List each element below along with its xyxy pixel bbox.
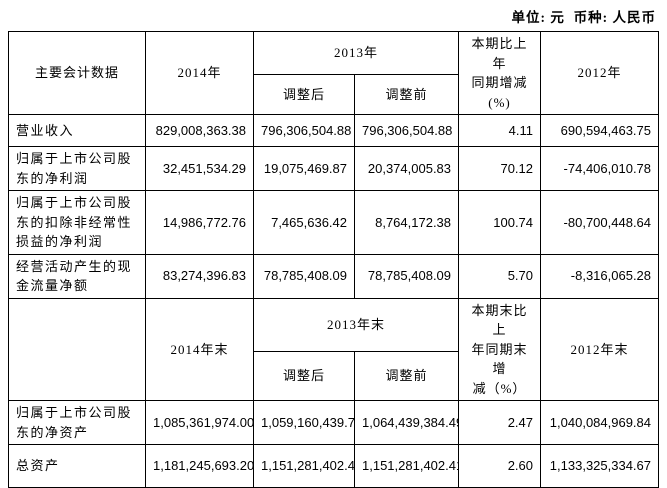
cell-2013-after: 1,151,281,402.41: [253, 444, 355, 488]
key-accounting-data-table: 主要会计数据 2014年 2013年 本期比上年 同期增减 (%) 2012年 …: [8, 31, 660, 488]
cell-2012: -8,316,065.28: [540, 253, 660, 299]
header-empty: [8, 297, 146, 401]
row-label: 经营活动产生的现金流量净额: [8, 253, 146, 299]
table-row-total-assets: 总资产 1,181,245,693.20 1,151,281,402.41 1,…: [8, 444, 660, 488]
cell-2014: 14,986,772.76: [145, 190, 254, 255]
header-end-change-percent: 本期末比上 年同期末增 减（%）: [458, 297, 542, 401]
table-row-net-assets: 归属于上市公司股东的净资产 1,085,361,974.00 1,059,160…: [8, 400, 660, 445]
cell-2013-before: 78,785,408.09: [353, 253, 460, 299]
table-row-net-profit-excl-nonrecurring: 归属于上市公司股东的扣除非经常性损益的净利润 14,986,772.76 7,4…: [8, 190, 660, 255]
section2-header-row-1: 2014年末 2013年末 本期末比上 年同期末增 减（%） 2012年末: [8, 297, 660, 401]
row-label: 归属于上市公司股东的扣除非经常性损益的净利润: [8, 190, 146, 255]
cell-2014: 1,181,245,693.20: [145, 444, 254, 488]
table-row-operating-cash-flow: 经营活动产生的现金流量净额 83,274,396.83 78,785,408.0…: [8, 253, 660, 299]
cell-2012: 690,594,463.75: [540, 114, 660, 147]
cell-change: 2.60: [458, 444, 542, 488]
cell-2013-after: 78,785,408.09: [253, 253, 355, 299]
row-label: 归属于上市公司股东的净资产: [8, 400, 146, 445]
header-2013-end: 2013年末: [252, 297, 460, 352]
header-adjusted-after: 调整后: [253, 350, 355, 402]
cell-2012: -74,406,010.78: [540, 146, 660, 191]
header-2013: 2013年: [252, 31, 460, 75]
cell-2014: 829,008,363.38: [145, 114, 254, 147]
header-adjusted-before: 调整前: [353, 73, 460, 116]
header-2014-end: 2014年末: [145, 297, 254, 401]
table-row-net-profit: 归属于上市公司股东的净利润 32,451,534.29 19,075,469.8…: [8, 146, 660, 191]
header-2012-end: 2012年末: [540, 297, 660, 401]
cell-2013-before: 20,374,005.83: [353, 146, 460, 191]
cell-2013-before: 796,306,504.88: [353, 114, 460, 147]
header-adjusted-before: 调整前: [353, 350, 460, 402]
cell-change: 4.11: [458, 114, 542, 147]
header-2014: 2014年: [145, 31, 254, 115]
cell-2013-before: 1,064,439,384.49: [353, 400, 460, 445]
section1-header-row-2: 调整后 调整前: [9, 73, 659, 116]
row-label: 营业收入: [8, 114, 146, 147]
section2-header-row-2: 调整后 调整前: [9, 350, 659, 402]
cell-change: 70.12: [458, 146, 542, 191]
section1-header-row-1: 主要会计数据 2014年 2013年 本期比上年 同期增减 (%) 2012年: [8, 31, 660, 115]
row-label: 归属于上市公司股东的净利润: [8, 146, 146, 191]
cell-change: 5.70: [458, 253, 542, 299]
cell-2012: -80,700,448.64: [540, 190, 660, 255]
cell-2013-after: 7,465,636.42: [253, 190, 355, 255]
header-main-label: 主要会计数据: [8, 31, 146, 115]
table-row-operating-revenue: 营业收入 829,008,363.38 796,306,504.88 796,3…: [8, 114, 660, 147]
row-label: 总资产: [8, 444, 146, 488]
cell-2014: 83,274,396.83: [145, 253, 254, 299]
header-change-percent: 本期比上年 同期增减 (%): [458, 31, 542, 115]
cell-2012: 1,040,084,969.84: [540, 400, 660, 445]
cell-2013-after: 796,306,504.88: [253, 114, 355, 147]
cell-2013-before: 1,151,281,402.41: [353, 444, 460, 488]
cell-change: 2.47: [458, 400, 542, 445]
header-2012: 2012年: [540, 31, 660, 115]
header-adjusted-after: 调整后: [253, 73, 355, 116]
cell-2013-after: 19,075,469.87: [253, 146, 355, 191]
cell-2013-before: 8,764,172.38: [353, 190, 460, 255]
cell-2014: 32,451,534.29: [145, 146, 254, 191]
cell-2014: 1,085,361,974.00: [145, 400, 254, 445]
cell-2012: 1,133,325,334.67: [540, 444, 660, 488]
unit-currency-label: 单位: 元 币种: 人民币: [511, 10, 656, 25]
cell-2013-after: 1,059,160,439.71: [253, 400, 355, 445]
cell-change: 100.74: [458, 190, 542, 255]
